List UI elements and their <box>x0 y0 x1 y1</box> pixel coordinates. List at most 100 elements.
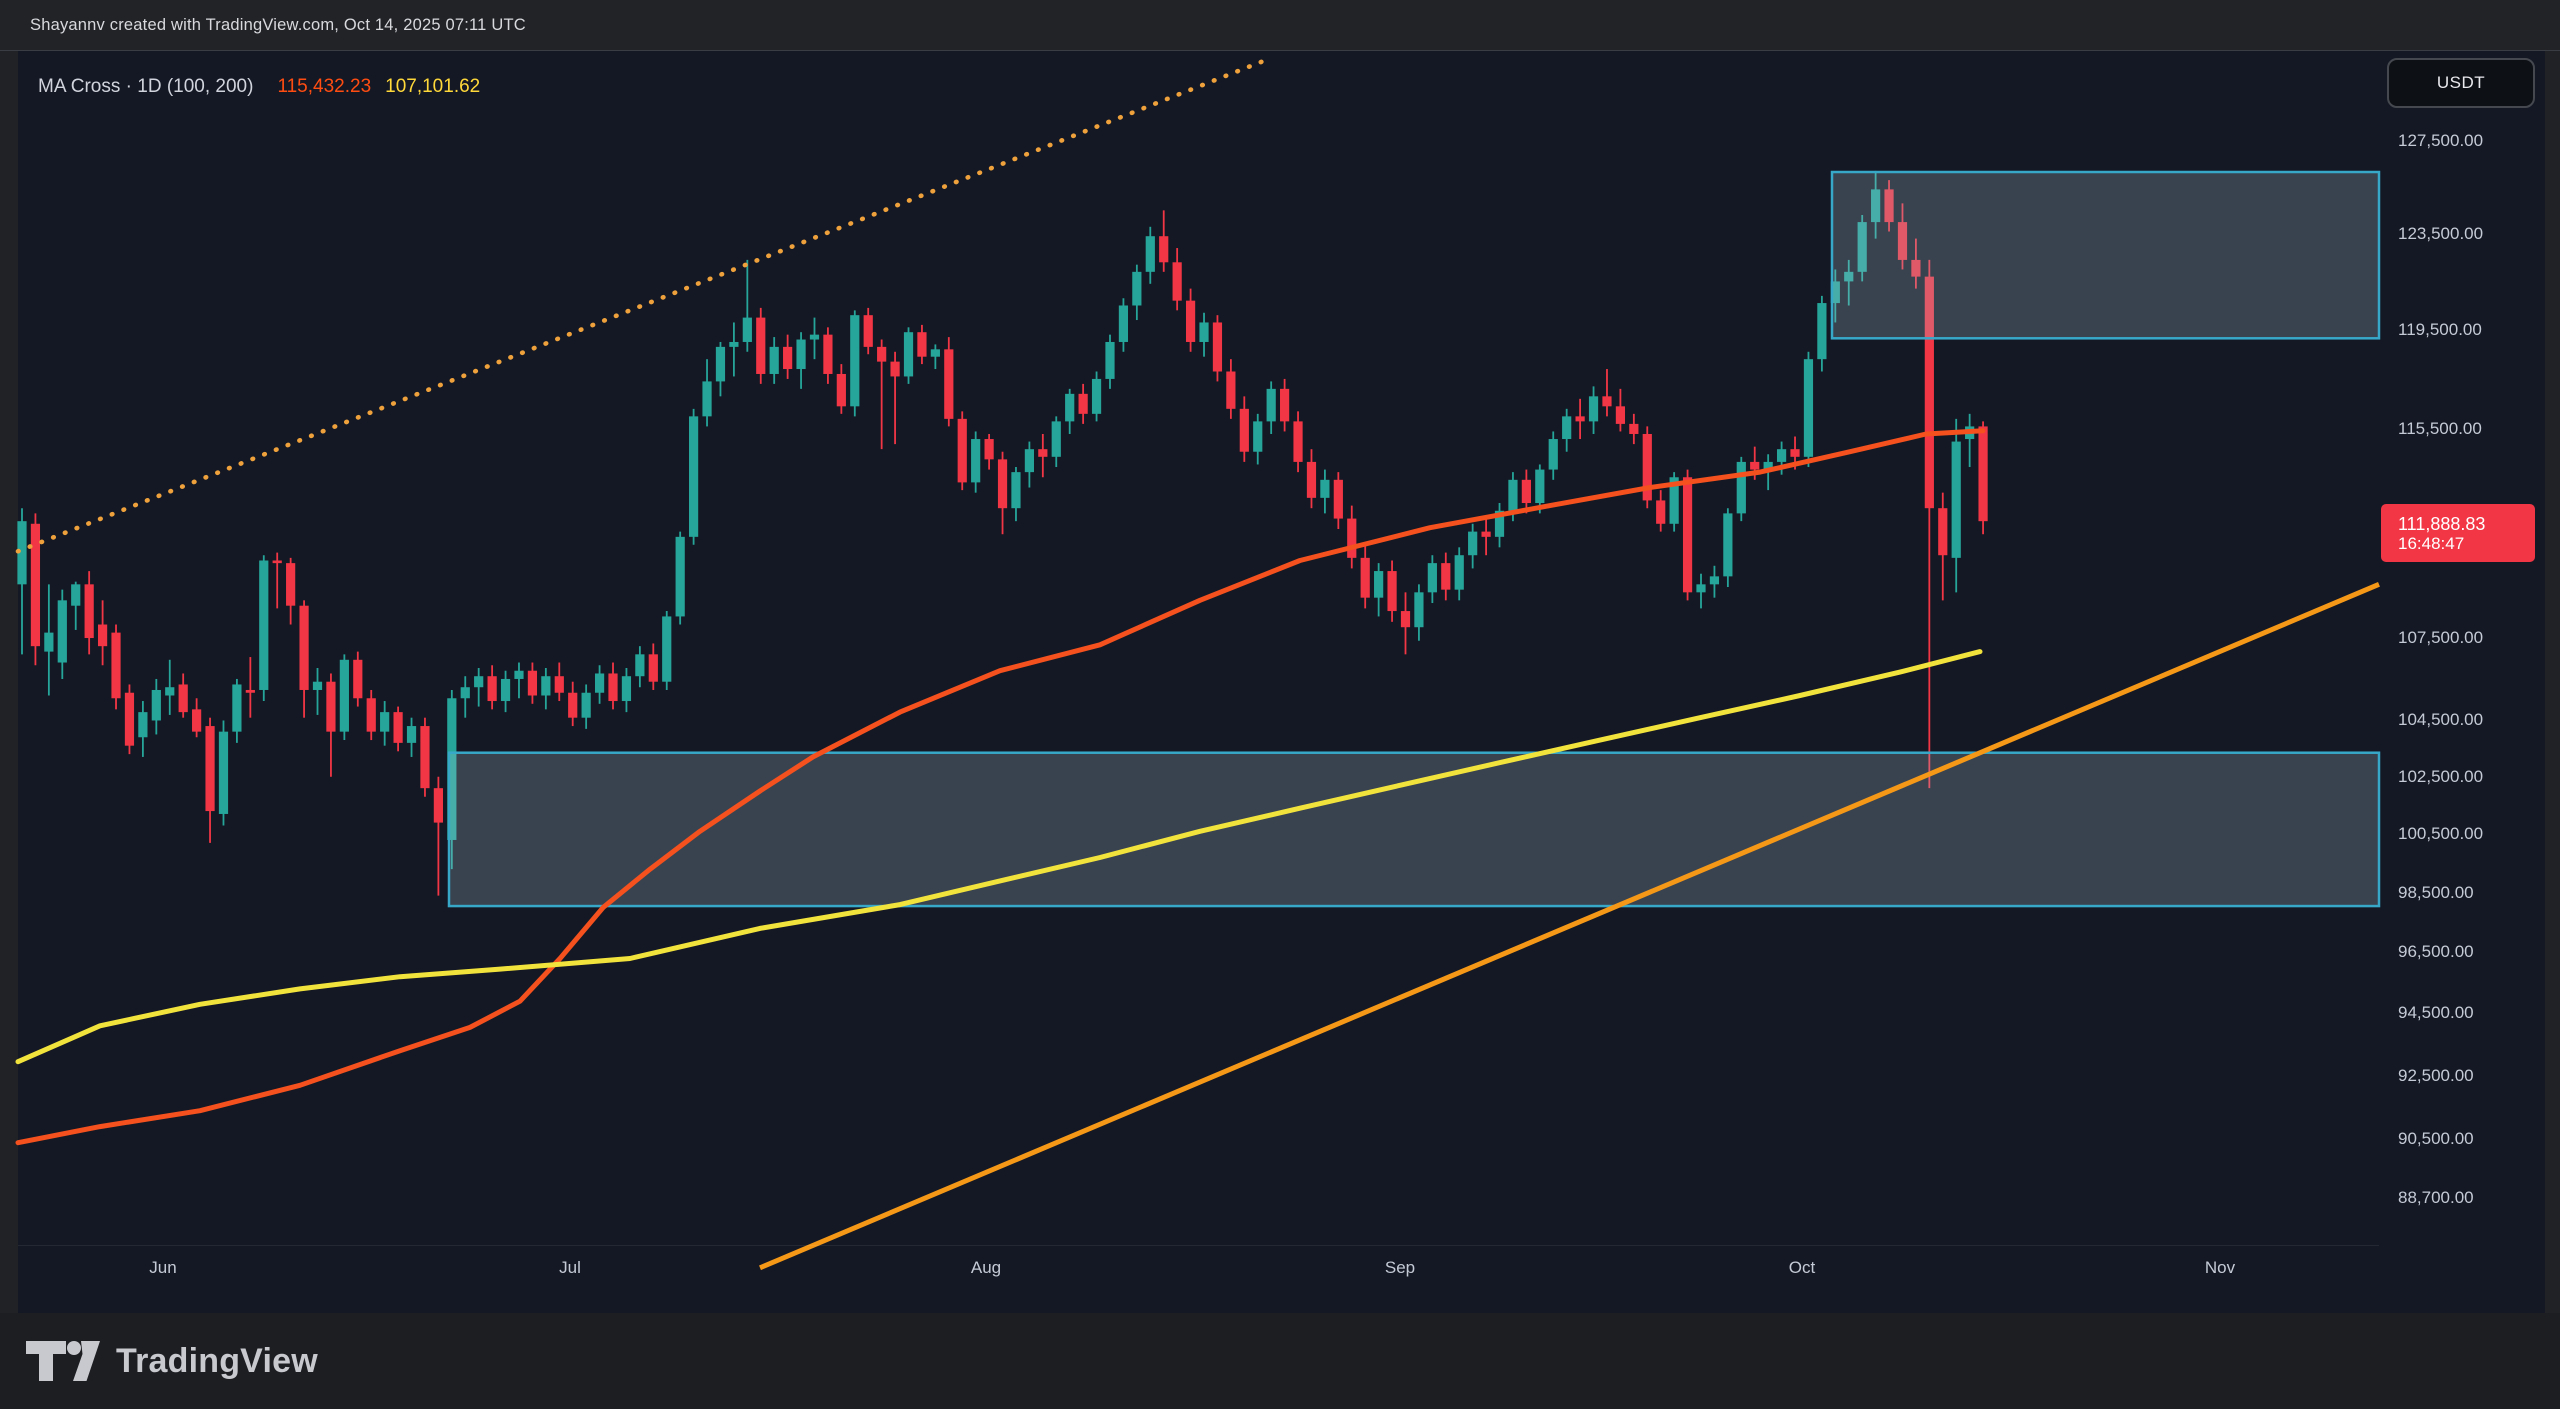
candle-body-up <box>1024 449 1034 473</box>
candle-body-up <box>1105 341 1115 379</box>
time-axis[interactable]: Jun Jul Aug Sep Oct Nov <box>18 1246 2379 1312</box>
candle-body-up <box>514 670 524 679</box>
candle-body-up <box>1669 477 1679 524</box>
price-axis-label: 127,500.00 <box>2398 131 2484 150</box>
candle-body-up <box>1132 271 1142 306</box>
candle-body-up <box>1723 513 1733 577</box>
time-axis-label-jun: Jun <box>149 1258 177 1277</box>
candle-body-up <box>1199 322 1209 342</box>
candle-body-up <box>218 731 229 814</box>
candle-body-down <box>957 418 967 483</box>
candle-body-down <box>608 673 618 702</box>
supply-zone[interactable] <box>1830 170 2381 340</box>
attribution-text: Shayannv created with TradingView.com, O… <box>30 15 526 34</box>
candle-body-up <box>460 687 470 699</box>
price-axis-label: 119,500.00 <box>2398 319 2482 339</box>
candle-body-down <box>30 523 41 647</box>
candle-body-up <box>1414 592 1424 628</box>
candle-body-down <box>1521 479 1531 504</box>
candle-body-down <box>1938 508 1948 556</box>
chart-pane[interactable] <box>18 51 2545 1313</box>
price-axis-label: 92,500.00 <box>2398 1065 2474 1085</box>
candle-body-up <box>1374 571 1384 598</box>
candle-body-up <box>662 616 672 682</box>
candle-body-down <box>1924 276 1934 509</box>
candle-body-up <box>232 684 242 732</box>
candle-body-up <box>742 317 752 342</box>
time-axis-label-aug: Aug <box>970 1258 1002 1277</box>
candle-body-down <box>1642 433 1652 501</box>
price-axis-label: 94,500.00 <box>2398 1003 2474 1023</box>
candle-body-up <box>1857 222 1867 272</box>
demand-zone[interactable] <box>447 751 2381 908</box>
candle-body-down <box>527 670 538 696</box>
candle-body-down <box>487 676 497 702</box>
candle-body-up <box>1562 416 1572 440</box>
indicator-title: MA Cross · 1D (100, 200) <box>38 76 254 97</box>
candle-body-down <box>1682 477 1693 593</box>
candle-body-up <box>850 315 860 407</box>
candle-body-down <box>245 689 255 693</box>
candle-body-up <box>1871 189 1881 223</box>
candle-body-up <box>1817 303 1827 360</box>
candle-body-down <box>1790 449 1800 457</box>
dotted-trendline[interactable] <box>15 55 1275 554</box>
candle-body-up <box>17 521 27 585</box>
candle-body-up <box>1830 281 1840 304</box>
last-price: 111,888.83 <box>2398 513 2486 534</box>
candle-body-down <box>1212 322 1223 372</box>
candle-body-up <box>1091 378 1102 414</box>
candle-body-down <box>917 332 927 357</box>
price-axis-label: 90,500.00 <box>2398 1129 2474 1149</box>
candle-body-down <box>1978 426 1988 522</box>
candle-body-down <box>568 692 578 718</box>
candle-body-down <box>756 317 766 374</box>
currency-toggle-button[interactable]: USDT <box>2387 58 2535 108</box>
candle-body-up <box>339 659 349 732</box>
candle-body-up <box>380 712 390 732</box>
candle-body-down <box>1293 421 1303 462</box>
time-axis-separator <box>18 1245 2379 1246</box>
candle-body-up <box>1494 510 1505 537</box>
candle-body-up <box>259 560 269 690</box>
footer-bar: TradingView <box>0 1313 2560 1409</box>
candle-body-up <box>474 676 484 688</box>
candle-body-down <box>272 560 282 564</box>
candle-body-up <box>1266 388 1276 422</box>
candle-body-up <box>769 346 779 374</box>
price-axis-label: 88,700.00 <box>2398 1188 2474 1207</box>
candle-body-down <box>984 439 994 460</box>
indicator-legend[interactable]: MA Cross · 1D (100, 200) 115,432.23 107,… <box>38 76 480 98</box>
candle-body-down <box>1911 259 1921 277</box>
candle-body-up <box>581 692 591 718</box>
candle-body-up <box>1065 393 1075 422</box>
candle-body-up <box>1696 584 1706 593</box>
candle-body-down <box>205 726 215 812</box>
candle-body-down <box>1172 262 1182 301</box>
time-axis-label-oct: Oct <box>1788 1258 1816 1277</box>
solid-trendline[interactable] <box>759 582 2380 1271</box>
candle-body-up <box>1763 461 1773 470</box>
tradingview-logo[interactable]: TradingView <box>24 1339 318 1383</box>
candle-body-up <box>447 698 457 840</box>
price-axis[interactable]: 127,500.00 123,500.00 119,500.00 115,500.00… <box>2379 51 2543 1313</box>
candle-body-down <box>1159 236 1169 263</box>
time-axis-label-nov: Nov <box>2204 1258 2236 1277</box>
candle-body-down <box>84 584 94 639</box>
candle-body-down <box>1078 393 1088 414</box>
candle-body-up <box>151 689 161 721</box>
candle-body-down <box>433 788 443 823</box>
candle-body-up <box>702 381 712 417</box>
price-axis-label: 100,500.00 <box>2398 824 2484 844</box>
price-axis-label: 102,500.00 <box>2398 766 2484 786</box>
candle-body-down <box>877 346 887 362</box>
candle-body-down <box>192 709 202 732</box>
candle-body-up <box>138 712 148 738</box>
candle-body-down <box>420 726 430 789</box>
candle-body-up <box>1011 472 1021 509</box>
candle-body-down <box>1226 371 1236 409</box>
candle-body-up <box>689 416 699 537</box>
candle-body-down <box>648 654 658 682</box>
